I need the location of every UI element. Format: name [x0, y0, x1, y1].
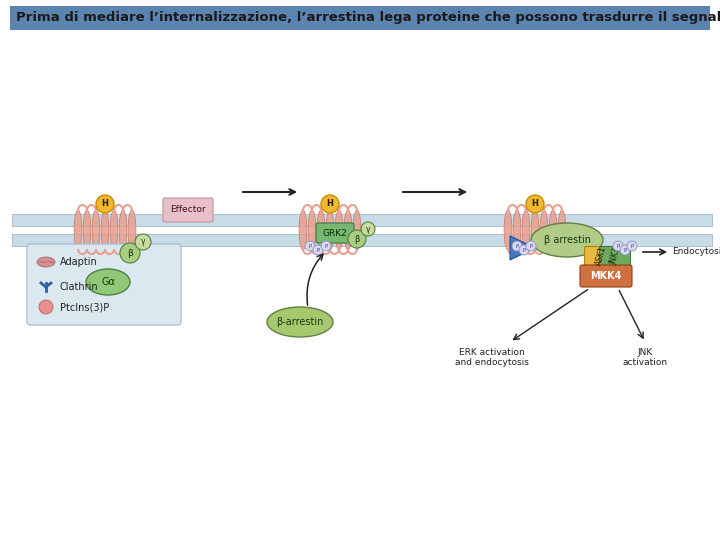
Ellipse shape — [299, 210, 307, 250]
Ellipse shape — [353, 210, 361, 250]
Ellipse shape — [308, 210, 316, 250]
Bar — [10, 6, 710, 30]
Text: β-arrestin: β-arrestin — [276, 317, 324, 327]
Text: Effector: Effector — [170, 206, 206, 214]
Circle shape — [313, 245, 323, 255]
Text: P: P — [308, 244, 312, 248]
Circle shape — [135, 234, 151, 250]
Circle shape — [512, 241, 522, 251]
Text: GRK2: GRK2 — [323, 228, 347, 238]
Ellipse shape — [326, 210, 334, 250]
Circle shape — [120, 243, 140, 263]
Text: γ: γ — [140, 238, 145, 246]
Ellipse shape — [86, 269, 130, 295]
Circle shape — [39, 300, 53, 314]
Circle shape — [620, 245, 630, 255]
Ellipse shape — [335, 210, 343, 250]
Circle shape — [321, 195, 339, 213]
Circle shape — [613, 241, 623, 251]
Ellipse shape — [128, 210, 136, 250]
Text: JNK
activation: JNK activation — [622, 348, 667, 367]
Text: P: P — [616, 244, 620, 248]
FancyBboxPatch shape — [600, 246, 631, 266]
Circle shape — [519, 245, 529, 255]
Text: ~~: ~~ — [38, 258, 56, 268]
FancyBboxPatch shape — [163, 198, 213, 222]
Text: P: P — [516, 244, 518, 248]
Text: JNK3: JNK3 — [608, 246, 621, 266]
Ellipse shape — [317, 210, 325, 250]
Text: β: β — [354, 234, 360, 244]
Text: Endocytosis: Endocytosis — [672, 247, 720, 256]
Ellipse shape — [522, 210, 530, 250]
Circle shape — [627, 241, 637, 251]
Text: MKK4: MKK4 — [590, 271, 621, 281]
Text: Gα: Gα — [101, 277, 115, 287]
Ellipse shape — [504, 210, 512, 250]
Text: Clathrin: Clathrin — [60, 282, 99, 292]
Text: Prima di mediare l’internalizzazione, l’arrestina lega proteine che possono tras: Prima di mediare l’internalizzazione, l’… — [16, 11, 720, 24]
Text: ASK1: ASK1 — [594, 245, 608, 267]
Circle shape — [361, 222, 375, 236]
Text: P: P — [325, 244, 328, 248]
Circle shape — [321, 241, 331, 251]
Text: PtcIns(3)P: PtcIns(3)P — [60, 302, 109, 312]
Text: P: P — [529, 244, 533, 248]
Ellipse shape — [513, 210, 521, 250]
Ellipse shape — [37, 257, 55, 267]
Polygon shape — [510, 236, 535, 260]
Circle shape — [348, 230, 366, 248]
Text: β arrestin: β arrestin — [544, 235, 590, 245]
Circle shape — [526, 241, 536, 251]
Ellipse shape — [549, 210, 557, 250]
Circle shape — [305, 241, 315, 251]
Ellipse shape — [267, 307, 333, 337]
Bar — [12, 234, 712, 246]
FancyBboxPatch shape — [316, 223, 354, 243]
Ellipse shape — [119, 210, 127, 250]
Text: Src: Src — [514, 244, 526, 253]
Text: H: H — [102, 199, 109, 208]
Ellipse shape — [531, 223, 603, 257]
Text: P: P — [316, 247, 320, 253]
Circle shape — [526, 195, 544, 213]
Ellipse shape — [558, 210, 566, 250]
Ellipse shape — [531, 210, 539, 250]
Text: P: P — [523, 247, 526, 253]
Ellipse shape — [344, 210, 352, 250]
Text: γ: γ — [366, 225, 370, 233]
Circle shape — [96, 195, 114, 213]
Text: H: H — [531, 199, 539, 208]
Text: P: P — [631, 244, 634, 248]
Text: H: H — [327, 199, 333, 208]
Ellipse shape — [92, 210, 100, 250]
FancyBboxPatch shape — [580, 265, 632, 287]
FancyBboxPatch shape — [27, 244, 181, 325]
Text: ERK activation
and endocytosis: ERK activation and endocytosis — [455, 348, 529, 367]
Text: P: P — [624, 247, 626, 253]
Ellipse shape — [74, 210, 82, 250]
Ellipse shape — [110, 210, 118, 250]
Ellipse shape — [101, 210, 109, 250]
Ellipse shape — [540, 210, 548, 250]
Text: β: β — [127, 248, 133, 258]
Text: Adaptin: Adaptin — [60, 257, 98, 267]
FancyBboxPatch shape — [585, 246, 618, 266]
Ellipse shape — [83, 210, 91, 250]
Bar — [12, 214, 712, 226]
